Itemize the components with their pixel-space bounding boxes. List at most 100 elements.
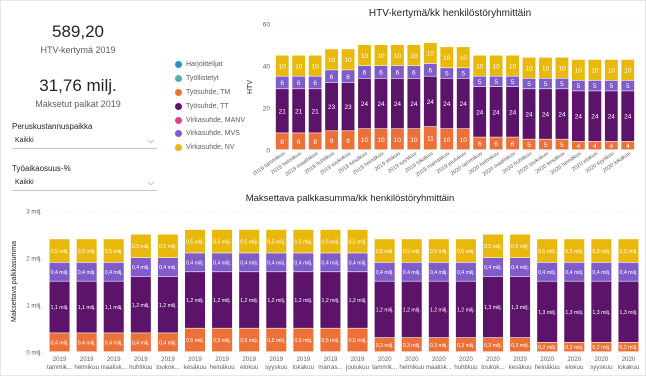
htv-data-label: 10 [377, 53, 385, 60]
htv-data-label: 10 [525, 65, 533, 72]
salary-x-tick-label: tammik... [372, 364, 397, 371]
htv-data-label: 24 [443, 101, 451, 108]
chevron-down-icon: ⌵ [147, 136, 154, 145]
htv-bar-segment [374, 66, 388, 78]
salary-bar-segment [591, 281, 612, 342]
htv-data-label: 10 [460, 55, 468, 62]
salary-x-tick-label: toukok... [481, 364, 505, 371]
salary-bar-segment [76, 239, 97, 263]
htv-data-label: 4 [593, 143, 597, 150]
legend-marker-icon [175, 75, 182, 83]
legend-marker-icon [175, 102, 182, 110]
htv-bar-segment [292, 76, 306, 89]
htv-bar-segment [440, 78, 454, 129]
salary-bar-segment [618, 281, 639, 342]
salary-y-tick-label: 0 milj. [26, 351, 42, 357]
htv-bar-segment [522, 78, 536, 89]
htv-data-label: 24 [493, 109, 501, 116]
salary-x-tick-label: 2020 [567, 356, 581, 363]
htv-bar-segment [522, 139, 536, 150]
legend-item[interactable]: Virkasuhde, MANV [175, 113, 245, 127]
salary-bar-segment [347, 229, 368, 253]
salary-bar-segment [618, 262, 639, 281]
salary-data-label: 0,4 milj. [267, 261, 285, 267]
salary-x-tick-label: 2019 [296, 356, 310, 363]
salary-x-tick-label: 2019 [351, 356, 365, 363]
cost-center-dropdown[interactable]: Kaikki ⌵ [12, 135, 157, 149]
salary-bar-segment [564, 342, 585, 352]
salary-bar-segment [374, 337, 395, 352]
htv-bar-segment [555, 89, 569, 139]
salary-data-label: 0,4 milj. [620, 270, 638, 276]
htv-bar-segment [292, 133, 306, 150]
htv-data-label: 6 [494, 141, 498, 148]
salary-bar-segment [537, 239, 558, 263]
htv-data-label: 4 [610, 143, 614, 150]
salary-data-label: 0,4 milj. [240, 261, 258, 267]
salary-bar-segment [157, 333, 178, 352]
htv-bar-segment [539, 89, 552, 139]
legend-item[interactable]: Virkasuhde, NV [175, 141, 245, 155]
salary-data-label: 0,5 milj. [511, 244, 529, 250]
salary-bar-segment [510, 234, 531, 258]
salary-x-tick-label: maalisk... [101, 364, 127, 371]
htv-bar-segment [621, 59, 635, 81]
worktime-dropdown[interactable]: Kaikki ⌵ [12, 177, 157, 191]
htv-bar-segment [374, 45, 388, 66]
legend-marker-icon [175, 61, 182, 69]
htv-data-label: 6 [330, 74, 334, 81]
htv-bar-segment [440, 47, 454, 68]
htv-bar-segment [308, 76, 322, 89]
salary-data-label: 0,3 milj. [484, 343, 502, 349]
salary-data-label: 1,2 milj. [159, 303, 177, 309]
salary-bar-segment [320, 253, 341, 272]
htv-data-label: 10 [443, 137, 451, 144]
worktime-slicer-title: Työaikaosuus-% [12, 164, 71, 173]
legend-item[interactable]: Harjoittelijat [175, 58, 245, 72]
htv-data-label: 5 [527, 142, 531, 149]
htv-data-label: 24 [525, 112, 533, 119]
salary-data-label: 1,2 milj. [403, 308, 421, 314]
legend-item[interactable]: Työsuhde, TT [175, 99, 245, 113]
htv-bar-segment [423, 126, 437, 150]
htv-y-tick-label: 60 [263, 22, 271, 29]
salary-x-tick-label: 2019 [215, 356, 229, 363]
salary-bar-segment [212, 229, 233, 253]
salary-data-label: 0,5 milj. [403, 249, 421, 255]
legend-item[interactable]: Virkasuhde, MVS [175, 127, 245, 141]
htv-data-label: 24 [542, 112, 550, 119]
cost-center-selected: Kaikki [15, 137, 34, 144]
htv-data-label: 10 [608, 67, 616, 74]
htv-bar-segment [308, 133, 322, 150]
htv-data-label: 11 [427, 136, 434, 143]
htv-data-label: 24 [410, 101, 418, 108]
salary-x-tick-label: 2020 [432, 356, 446, 363]
legend-item[interactable]: Työsuhde, TM [175, 86, 245, 100]
salary-y-tick-label: 1 milj. [26, 304, 42, 310]
salary-bar-segment [591, 262, 612, 281]
salary-bar-segment [482, 234, 504, 258]
salary-data-label: 0,4 milj. [538, 270, 556, 276]
salary-bar-segment [428, 337, 449, 352]
salary-bar-segment [49, 262, 70, 281]
salary-data-label: 0,2 milj. [620, 345, 638, 351]
salary-data-label: 0,3 milj. [376, 343, 394, 349]
salary-y-tick-label: 2 milj. [26, 257, 42, 263]
salary-data-label: 0,5 milj. [592, 249, 610, 255]
htv-bar-segment [423, 42, 437, 64]
salary-bar-segment [374, 262, 395, 281]
htv-bar-segment [358, 78, 371, 129]
legend-item[interactable]: Työllistetyt [175, 72, 245, 86]
salary-bar-segment [76, 333, 97, 352]
htv-data-label: 21 [295, 108, 303, 115]
htv-data-label: 5 [527, 81, 531, 88]
htv-bar-segment [473, 76, 487, 87]
htv-data-label: 9 [346, 138, 350, 145]
salary-bar-segment [103, 262, 124, 281]
htv-bar-segment [341, 131, 355, 150]
htv-data-label: 6 [297, 80, 301, 87]
salary-bar-segment [157, 276, 178, 333]
salary-data-label: 0,5 milj. [322, 338, 340, 344]
legend-marker-icon [175, 116, 182, 124]
htv-data-label: 24 [575, 114, 583, 121]
